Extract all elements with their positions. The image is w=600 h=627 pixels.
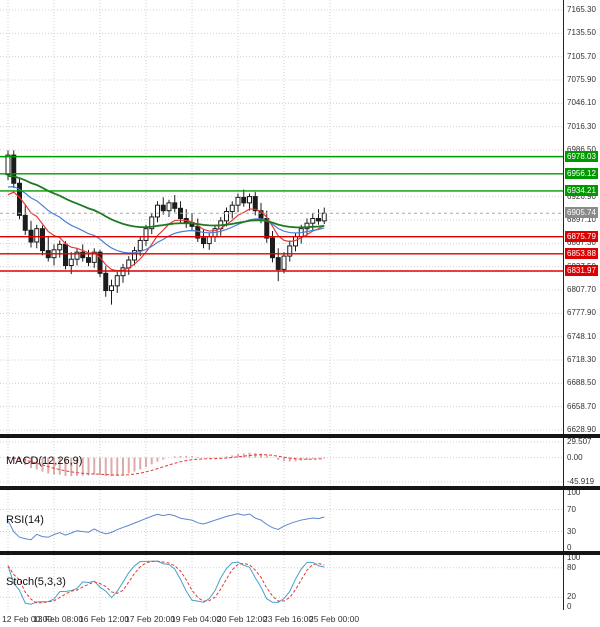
ema-slow-green bbox=[7, 175, 325, 229]
resistance-price-badge: 6956.12 bbox=[565, 167, 598, 179]
time-tick-label: 20 Feb 12:00 bbox=[217, 614, 268, 624]
panel-separator[interactable] bbox=[0, 486, 600, 490]
stoch-k-line bbox=[7, 560, 325, 605]
price-tick-label: 6658.70 bbox=[567, 401, 596, 411]
macd-label: MACD(12,26,9) bbox=[6, 455, 83, 467]
rsi-panel-canvas bbox=[0, 490, 563, 551]
price-tick-label: 7165.30 bbox=[567, 5, 596, 14]
macd-panel[interactable]: MACD(12,26,9) bbox=[0, 438, 563, 486]
time-tick-label: 16 Feb 12:00 bbox=[79, 614, 130, 624]
macd-tick-label: 29.507 bbox=[567, 437, 592, 446]
rsi-tick-label: 30 bbox=[567, 526, 576, 536]
ema-mid-blue bbox=[7, 186, 325, 254]
ema-fast-red bbox=[7, 191, 325, 272]
support-price-badge: 6831.97 bbox=[565, 264, 598, 276]
rsi-tick-label: 100 bbox=[567, 488, 581, 497]
macd-tick-label: 0.00 bbox=[567, 452, 583, 462]
time-axis[interactable]: 12 Feb 00:00 13 Feb 08:00 16 Feb 12:00 17 F… bbox=[0, 610, 600, 627]
time-tick-label: 25 Feb 00:00 bbox=[309, 614, 360, 624]
grid-lines bbox=[0, 0, 563, 434]
stoch-tick-label: 20 bbox=[567, 592, 576, 602]
stoch-tick-label: 0 bbox=[567, 602, 572, 611]
price-axis[interactable]: 7165.30 7135.50 7105.70 7075.90 7046.10 7016.… bbox=[563, 0, 600, 611]
rsi-tick-label: 70 bbox=[567, 504, 576, 514]
price-tick-label: 6748.10 bbox=[567, 331, 596, 341]
panel-separator[interactable] bbox=[0, 551, 600, 555]
panel-separator[interactable] bbox=[0, 434, 600, 438]
current-price-badge: 6905.74 bbox=[565, 207, 598, 219]
stoch-panel[interactable]: Stoch(5,3,3) bbox=[0, 555, 563, 610]
rsi-panel[interactable]: RSI(14) bbox=[0, 490, 563, 551]
time-tick-label: 12 Feb 00:00 bbox=[2, 614, 53, 624]
price-tick-label: 6986.50 bbox=[567, 145, 596, 154]
price-tick-label: 7105.70 bbox=[567, 51, 596, 61]
macd-tick-label: -45.919 bbox=[567, 477, 595, 486]
rsi-tick-label: 0 bbox=[567, 543, 572, 552]
stoch-label: Stoch(5,3,3) bbox=[6, 576, 66, 588]
resistance-price-badge: 6978.03 bbox=[565, 150, 598, 162]
support-price-badge: 6875.79 bbox=[565, 230, 598, 242]
stoch-tick-label: 100 bbox=[567, 553, 581, 562]
time-tick-label: 23 Feb 16:00 bbox=[263, 614, 314, 624]
stoch-tick-label: 80 bbox=[567, 562, 576, 572]
stoch-d-line bbox=[7, 560, 325, 604]
support-price-badge: 6853.88 bbox=[565, 247, 598, 259]
time-tick-label: 17 Feb 20:00 bbox=[125, 614, 176, 624]
price-tick-label: 6628.90 bbox=[567, 425, 596, 434]
time-tick-label: 13 Feb 08:00 bbox=[33, 614, 84, 624]
rsi-line bbox=[7, 513, 325, 541]
macd-panel-canvas bbox=[0, 438, 563, 486]
price-tick-label: 6897.10 bbox=[567, 215, 596, 224]
price-tick-label: 6718.30 bbox=[567, 355, 596, 364]
price-chart-canvas bbox=[0, 0, 563, 434]
candles bbox=[5, 150, 327, 305]
price-tick-label: 7135.50 bbox=[567, 28, 596, 38]
price-tick-label: 7075.90 bbox=[567, 75, 596, 84]
price-tick-label: 6807.70 bbox=[567, 285, 596, 294]
price-tick-label: 7016.30 bbox=[567, 121, 596, 131]
macd-signal-line bbox=[7, 454, 325, 476]
price-tick-label: 7046.10 bbox=[567, 98, 596, 108]
price-tick-label: 6688.50 bbox=[567, 378, 596, 388]
rsi-label: RSI(14) bbox=[6, 514, 44, 526]
resistance-price-badge: 6934.21 bbox=[565, 184, 598, 196]
stoch-panel-canvas bbox=[0, 555, 563, 610]
time-tick-label: 19 Feb 04:00 bbox=[171, 614, 222, 624]
price-chart[interactable] bbox=[0, 0, 563, 434]
price-tick-label: 6867.30 bbox=[567, 238, 596, 248]
price-tick-label: 6926.90 bbox=[567, 191, 596, 201]
price-tick-label: 6777.90 bbox=[567, 308, 596, 318]
